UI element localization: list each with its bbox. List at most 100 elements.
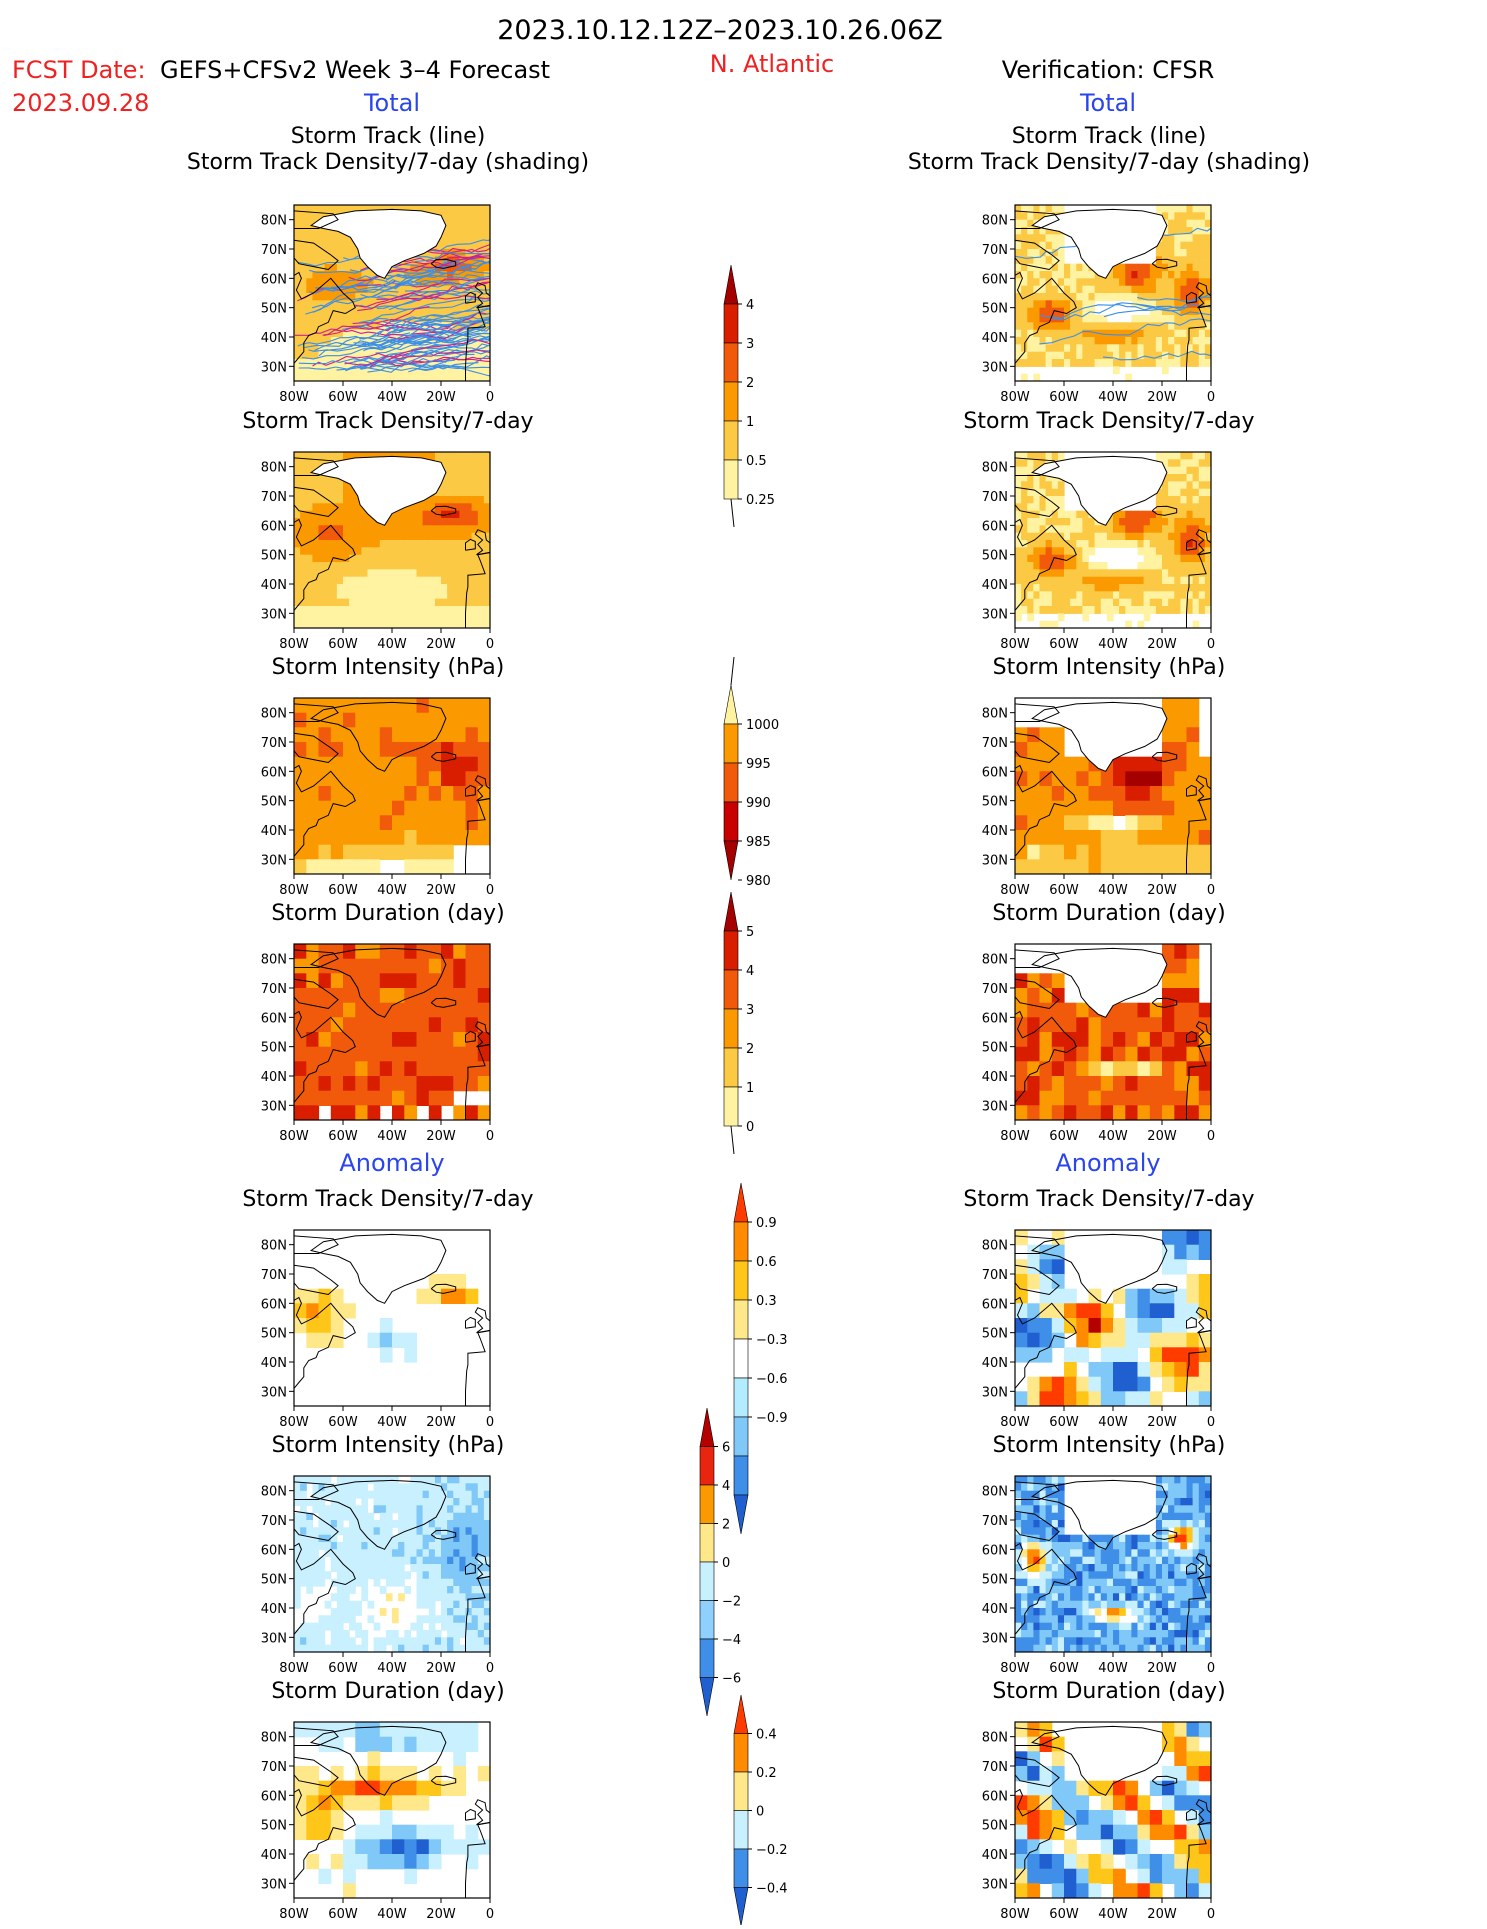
grid-cell bbox=[410, 606, 417, 614]
grid-cell bbox=[1052, 1076, 1065, 1091]
grid-cell bbox=[312, 584, 319, 592]
grid-cell bbox=[1113, 1608, 1120, 1616]
grid-cell bbox=[1015, 786, 1028, 801]
grid-cell bbox=[306, 606, 313, 614]
grid-cell bbox=[404, 1032, 417, 1047]
grid-cell bbox=[1040, 830, 1053, 845]
grid-cell bbox=[1015, 1586, 1022, 1594]
grid-cell bbox=[1168, 496, 1175, 504]
grid-cell bbox=[478, 599, 485, 607]
grid-cell bbox=[306, 1637, 313, 1645]
grid-cell bbox=[294, 1076, 307, 1091]
grid-cell bbox=[392, 1637, 399, 1645]
lon-tick-label: 80W bbox=[279, 1415, 309, 1430]
lon-tick-label: 40W bbox=[377, 637, 407, 652]
grid-cell bbox=[319, 599, 326, 607]
grid-cell bbox=[1046, 555, 1053, 563]
grid-cell bbox=[466, 727, 479, 742]
grid-cell bbox=[1033, 1593, 1040, 1601]
grid-cell bbox=[349, 518, 356, 526]
grid-cell bbox=[374, 1505, 381, 1513]
grid-cell bbox=[355, 540, 362, 548]
grid-cell bbox=[447, 1637, 454, 1645]
grid-cell bbox=[319, 452, 326, 460]
grid-cell bbox=[361, 1557, 368, 1565]
grid-cell bbox=[331, 1032, 344, 1047]
grid-cell bbox=[380, 533, 387, 541]
grid-cell bbox=[1162, 1303, 1175, 1318]
grid-cell bbox=[1070, 278, 1077, 286]
grid-cell bbox=[1058, 525, 1065, 533]
grid-cell bbox=[325, 599, 332, 607]
grid-cell bbox=[398, 606, 405, 614]
grid-cell bbox=[1119, 577, 1126, 585]
grid-cell bbox=[300, 1637, 307, 1645]
grid-cell bbox=[355, 845, 368, 860]
grid-cell bbox=[392, 1032, 405, 1047]
grid-cell bbox=[1015, 1579, 1022, 1587]
grid-cell bbox=[368, 540, 375, 548]
grid-cell bbox=[1046, 547, 1053, 555]
grid-cell bbox=[349, 511, 356, 519]
grid-cell bbox=[1193, 518, 1200, 526]
grid-cell bbox=[392, 1571, 399, 1579]
grid-cell bbox=[1089, 577, 1096, 585]
grid-cell bbox=[459, 555, 466, 563]
grid-cell bbox=[1052, 300, 1059, 308]
grid-cell bbox=[1082, 1542, 1089, 1550]
grid-cell bbox=[325, 540, 332, 548]
grid-cell bbox=[459, 584, 466, 592]
grid-cell bbox=[472, 1498, 479, 1506]
grid-cell bbox=[361, 1542, 368, 1550]
grid-cell bbox=[478, 511, 485, 519]
grid-cell bbox=[294, 742, 307, 757]
grid-cell bbox=[453, 1520, 460, 1528]
grid-cell bbox=[1180, 467, 1187, 475]
lat-tick-label: 50N bbox=[982, 1327, 1008, 1342]
grid-cell bbox=[429, 727, 442, 742]
grid-cell bbox=[361, 1571, 368, 1579]
panel-l1: Storm Track (line)Storm Track Density/7‑… bbox=[187, 124, 649, 405]
grid-cell bbox=[429, 1047, 442, 1062]
grid-cell bbox=[325, 452, 332, 460]
grid-cell bbox=[1046, 606, 1053, 614]
grid-cell bbox=[1070, 264, 1077, 272]
grid-cell bbox=[392, 562, 399, 570]
grid-cell bbox=[374, 1637, 381, 1645]
grid-cell bbox=[368, 1513, 375, 1521]
grid-cell bbox=[1082, 569, 1089, 577]
lat-tick-label: 30N bbox=[982, 853, 1008, 868]
grid-cell bbox=[331, 859, 344, 874]
grid-cell bbox=[312, 555, 319, 563]
grid-cell bbox=[380, 959, 393, 974]
grid-cell bbox=[1187, 742, 1200, 757]
grid-cell bbox=[453, 944, 466, 959]
grid-cell bbox=[1076, 547, 1083, 555]
grid-cell bbox=[1040, 1564, 1047, 1572]
grid-cell bbox=[447, 1593, 454, 1601]
grid-cell bbox=[1052, 330, 1059, 338]
grid-cell bbox=[368, 845, 381, 860]
grid-cell bbox=[1052, 533, 1059, 541]
grid-cell bbox=[459, 1542, 466, 1550]
grid-cell bbox=[1064, 845, 1077, 860]
grid-cell bbox=[386, 525, 393, 533]
grid-cell bbox=[429, 547, 436, 555]
grid-cell bbox=[331, 1333, 344, 1348]
grid-cell bbox=[355, 1601, 362, 1609]
grid-cell bbox=[1082, 1549, 1089, 1557]
grid-cell bbox=[1162, 286, 1169, 294]
grid-cell bbox=[453, 1608, 460, 1616]
grid-cell bbox=[1095, 1564, 1102, 1572]
grid-cell bbox=[478, 973, 491, 988]
grid-cell bbox=[1101, 293, 1108, 301]
grid-cell bbox=[306, 830, 319, 845]
grid-cell bbox=[392, 1557, 399, 1565]
grid-cell bbox=[441, 496, 448, 504]
grid-cell bbox=[1174, 562, 1181, 570]
grid-cell bbox=[404, 1535, 411, 1543]
grid-cell bbox=[1187, 481, 1194, 489]
grid-cell bbox=[1027, 467, 1034, 475]
grid-cell bbox=[337, 1549, 344, 1557]
lat-tick-label: 30N bbox=[982, 1099, 1008, 1114]
